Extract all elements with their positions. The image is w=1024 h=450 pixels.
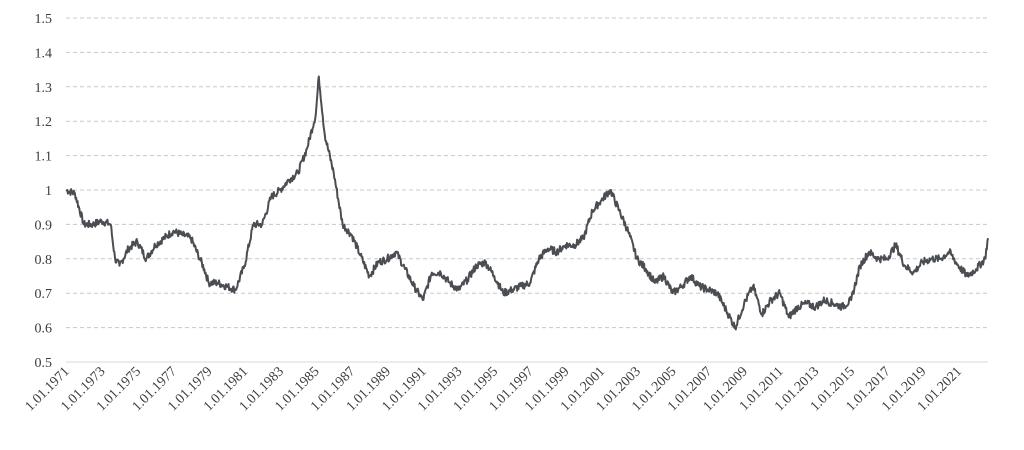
x-axis: 1.01.19711.01.19731.01.19751.01.19771.01… xyxy=(23,364,965,414)
y-axis: 1.5 1.4 1.3 1.2 1.1 1 0.9 0.8 0.7 0.6 0.5 xyxy=(35,12,53,371)
plot-area xyxy=(65,75,989,331)
y-tick-label: 0.7 xyxy=(35,287,53,302)
y-tick-label: 1.1 xyxy=(35,150,53,165)
y-tick-label: 1 xyxy=(45,184,52,199)
y-tick-label: 1.3 xyxy=(35,81,53,96)
series-line xyxy=(65,75,989,331)
y-tick-label: 1.2 xyxy=(35,115,53,130)
y-tick-label: 0.8 xyxy=(35,253,53,268)
y-tick-label: 1.5 xyxy=(35,12,53,27)
grid-lines xyxy=(66,17,988,363)
y-tick-label: 0.5 xyxy=(35,356,53,371)
y-tick-label: 0.9 xyxy=(35,218,53,233)
y-tick-label: 0.6 xyxy=(35,322,53,337)
y-tick-label: 1.4 xyxy=(35,46,53,61)
